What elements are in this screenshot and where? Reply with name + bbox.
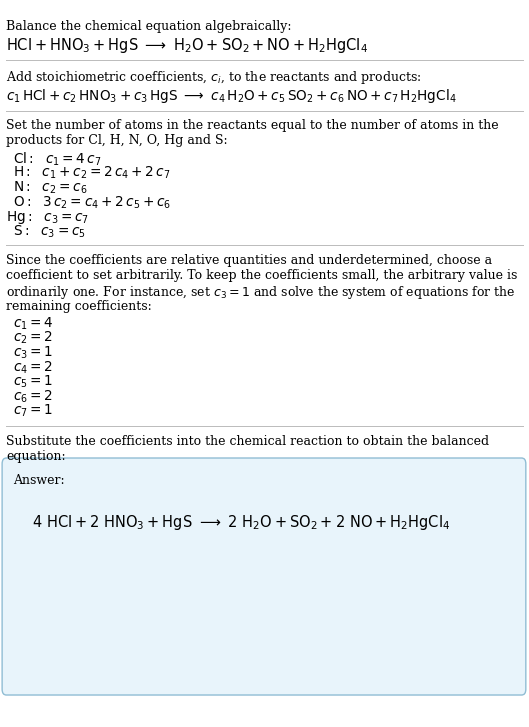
Text: $c_4 = 2$: $c_4 = 2$ (13, 359, 53, 376)
Text: products for Cl, H, N, O, Hg and S:: products for Cl, H, N, O, Hg and S: (6, 134, 228, 148)
Text: $\mathrm{S{:}}\ \ c_3 = c_5$: $\mathrm{S{:}}\ \ c_3 = c_5$ (13, 223, 86, 240)
Text: ordinarily one. For instance, set $c_3 = 1$ and solve the system of equations fo: ordinarily one. For instance, set $c_3 =… (6, 284, 516, 301)
Text: coefficient to set arbitrarily. To keep the coefficients small, the arbitrary va: coefficient to set arbitrarily. To keep … (6, 269, 518, 282)
Text: equation:: equation: (6, 450, 66, 463)
Text: $\mathrm{H{:}}\ \ c_1 + c_2 = 2\,c_4 + 2\,c_7$: $\mathrm{H{:}}\ \ c_1 + c_2 = 2\,c_4 + 2… (13, 165, 171, 182)
Text: $c_5 = 1$: $c_5 = 1$ (13, 374, 53, 390)
Text: $c_2 = 2$: $c_2 = 2$ (13, 330, 53, 347)
Text: $\mathrm{HCl + HNO_3 + HgS\ \longrightarrow\ H_2O + SO_2 + NO + H_2HgCl_4}$: $\mathrm{HCl + HNO_3 + HgS\ \longrightar… (6, 36, 368, 55)
FancyBboxPatch shape (2, 458, 526, 695)
Text: $c_7 = 1$: $c_7 = 1$ (13, 403, 53, 419)
Text: Answer:: Answer: (13, 474, 65, 487)
Text: Set the number of atoms in the reactants equal to the number of atoms in the: Set the number of atoms in the reactants… (6, 119, 499, 132)
Text: $\mathrm{N{:}}\ \ c_2 = c_6$: $\mathrm{N{:}}\ \ c_2 = c_6$ (13, 180, 88, 196)
Text: $\mathrm{4\ HCl + 2\ HNO_3 + HgS\ \longrightarrow\ 2\ H_2O + SO_2 + 2\ NO + H_2H: $\mathrm{4\ HCl + 2\ HNO_3 + HgS\ \longr… (32, 513, 450, 531)
Text: Since the coefficients are relative quantities and underdetermined, choose a: Since the coefficients are relative quan… (6, 254, 492, 267)
Text: $c_1 = 4$: $c_1 = 4$ (13, 316, 54, 332)
Text: $\mathrm{Hg{:}}\ \ c_3 = c_7$: $\mathrm{Hg{:}}\ \ c_3 = c_7$ (6, 209, 89, 225)
Text: Substitute the coefficients into the chemical reaction to obtain the balanced: Substitute the coefficients into the che… (6, 435, 489, 448)
Text: Balance the chemical equation algebraically:: Balance the chemical equation algebraica… (6, 20, 292, 33)
Text: $\mathrm{Cl{:}}\ \ c_1 = 4\,c_7$: $\mathrm{Cl{:}}\ \ c_1 = 4\,c_7$ (13, 150, 102, 168)
Text: Add stoichiometric coefficients, $c_i$, to the reactants and products:: Add stoichiometric coefficients, $c_i$, … (6, 69, 422, 86)
Text: remaining coefficients:: remaining coefficients: (6, 300, 152, 313)
Text: $c_1\,\mathrm{HCl} + c_2\,\mathrm{HNO_3} + c_3\,\mathrm{HgS}\ \longrightarrow\ c: $c_1\,\mathrm{HCl} + c_2\,\mathrm{HNO_3}… (6, 87, 457, 105)
Text: $c_6 = 2$: $c_6 = 2$ (13, 388, 53, 405)
Text: $\mathrm{O{:}}\ \ 3\,c_2 = c_4 + 2\,c_5 + c_6$: $\mathrm{O{:}}\ \ 3\,c_2 = c_4 + 2\,c_5 … (13, 194, 171, 211)
Text: $c_3 = 1$: $c_3 = 1$ (13, 345, 53, 361)
